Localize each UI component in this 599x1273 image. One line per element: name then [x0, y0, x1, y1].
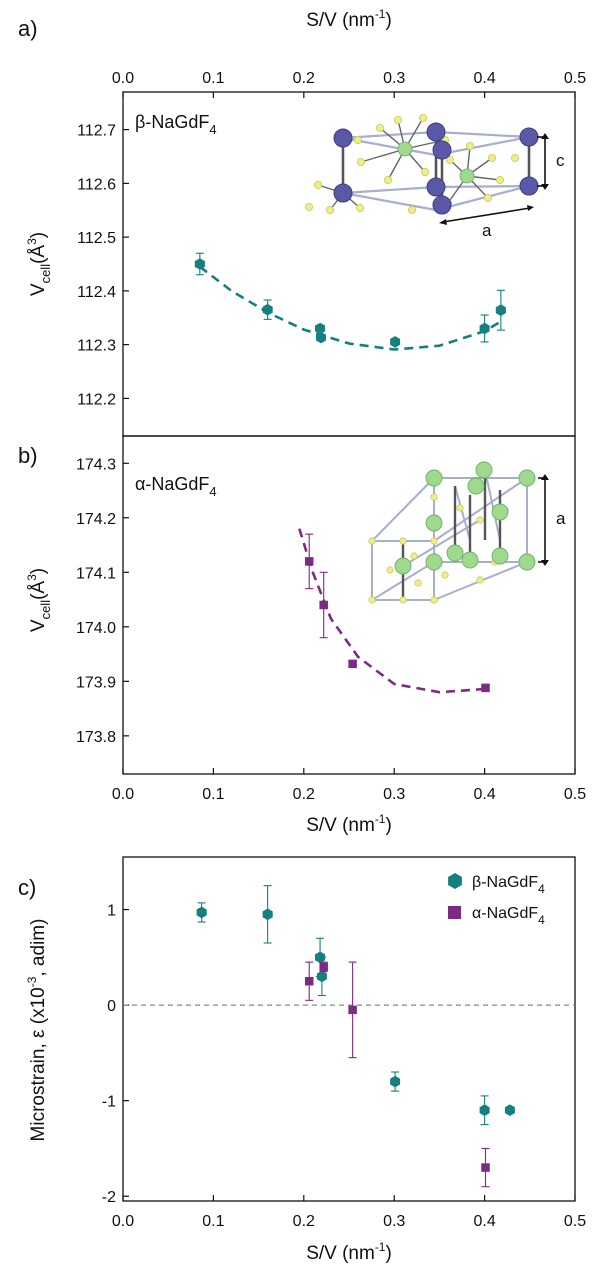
y-axis-title-a: Vcell(Å3)	[25, 232, 53, 296]
y-axis-title-c: Microstrain, ε (x10-3, adim)	[25, 919, 49, 1142]
x-tick-label: 0.0	[112, 786, 134, 803]
x-tick-label: 0.4	[473, 786, 495, 803]
series-label-beta: β-NaGdF4	[135, 112, 217, 137]
crystal-structure-inset-beta: c a	[304, 114, 565, 240]
chart-c: -2 -1 0 1 0.0 0.1 0.2 0.3 0.4 0.5	[102, 885, 586, 1230]
x-tick-label-top: 0.5	[564, 70, 586, 87]
y-tick-label: 112.6	[77, 176, 116, 193]
data-point	[304, 976, 314, 986]
y-tick-label: 112.5	[77, 230, 116, 247]
data-point	[316, 331, 326, 344]
x-tick-label: 0.4	[473, 1213, 495, 1230]
y-tick-label: 112.7	[77, 123, 116, 140]
legend-marker-alpha	[448, 906, 461, 919]
y-tick-label: 173.9	[76, 674, 116, 691]
y-tick-label: 1	[107, 903, 116, 920]
legend-label-alpha: α-NaGdF4	[472, 905, 545, 927]
legend: β-NaGdF4 α-NaGdF4	[448, 873, 545, 927]
data-point	[315, 322, 326, 335]
x-tick-label: 0.0	[112, 1213, 134, 1230]
x-axis-title-top: S/V (nm-1)	[306, 7, 392, 31]
x-tick-label-top: 0.3	[383, 70, 405, 87]
data-point	[304, 557, 314, 566]
legend-label-beta: β-NaGdF4	[472, 874, 545, 896]
legend-entry-alpha: α-NaGdF4	[448, 905, 545, 927]
series-label-alpha: α-NaGdF4	[135, 474, 217, 499]
y-tick-label: 173.8	[76, 729, 116, 746]
y-tick-label: 0	[107, 998, 116, 1015]
fit-curve	[298, 528, 485, 694]
panel-label-b: b)	[18, 443, 38, 468]
y-tick-label: 174.2	[76, 511, 116, 528]
panel-label-a: a)	[18, 16, 38, 41]
x-tick-label: 0.3	[383, 786, 405, 803]
data-point	[495, 304, 506, 316]
y-tick-label: 174.3	[76, 456, 116, 473]
data-point	[262, 303, 273, 316]
x-tick-label: 0.1	[202, 1213, 224, 1230]
dimension-label-c: c	[556, 151, 565, 170]
dimension-label-a-alpha: a	[556, 509, 566, 528]
plot-frame-b	[122, 435, 576, 775]
x-axis-title-b: S/V (nm-1)	[306, 812, 392, 836]
legend-entry-beta: β-NaGdF4	[448, 873, 545, 896]
dimension-label-a-beta: a	[482, 221, 492, 240]
data-point	[390, 1075, 401, 1088]
crystal-structure-inset-alpha: a	[368, 461, 566, 604]
data-point	[348, 1005, 357, 1015]
y-tick-label: 174.0	[76, 620, 116, 637]
y-tick-label: 112.2	[77, 391, 116, 408]
fit-curve	[199, 265, 504, 351]
data-point	[319, 962, 328, 972]
y-tick-label: -2	[102, 1189, 116, 1206]
x-tick-label: 0.3	[383, 1213, 405, 1230]
x-tick-label: 0.2	[293, 786, 315, 803]
data-point	[196, 906, 207, 919]
data-point	[316, 970, 327, 983]
x-tick-label-top: 0.1	[202, 70, 224, 87]
data-point	[504, 1104, 515, 1116]
x-axis-title-c: S/V (nm-1)	[306, 1240, 392, 1264]
x-tick-label: 0.5	[564, 1213, 586, 1230]
y-tick-label: 112.4	[77, 284, 116, 301]
data-point	[481, 683, 490, 693]
x-tick-label-top: 0.4	[473, 70, 495, 87]
x-tick-label: 0.2	[293, 1213, 315, 1230]
data-point	[194, 258, 205, 270]
data-point	[479, 322, 490, 335]
plot-frame-c	[122, 856, 576, 1202]
legend-marker-beta	[448, 873, 462, 889]
y-tick-label: 112.3	[77, 338, 116, 355]
y-tick-label: -1	[102, 1094, 116, 1111]
x-tick-label: 0.5	[564, 786, 586, 803]
data-point	[262, 908, 273, 921]
y-tick-label: 174.1	[76, 565, 116, 582]
x-tick-label-top: 0.0	[112, 70, 134, 87]
data-point	[390, 336, 401, 348]
data-point	[319, 600, 328, 610]
data-point	[479, 1104, 490, 1116]
panel-label-c: c)	[18, 875, 36, 900]
x-tick-label: 0.1	[202, 786, 224, 803]
x-tick-label-top: 0.2	[293, 70, 315, 87]
chart-b: 173.8 173.9 174.0 174.1 174.2 174.3 0.0 0.1 0.2 0…	[76, 456, 586, 803]
data-point	[481, 1163, 490, 1172]
chart-a: 112.2 112.3 112.4 112.5 112.6 112.7 0.0 0.1 0.2 0…	[77, 70, 586, 408]
y-axis-title-b: Vcell(Å3)	[25, 568, 53, 632]
data-point	[348, 659, 357, 669]
